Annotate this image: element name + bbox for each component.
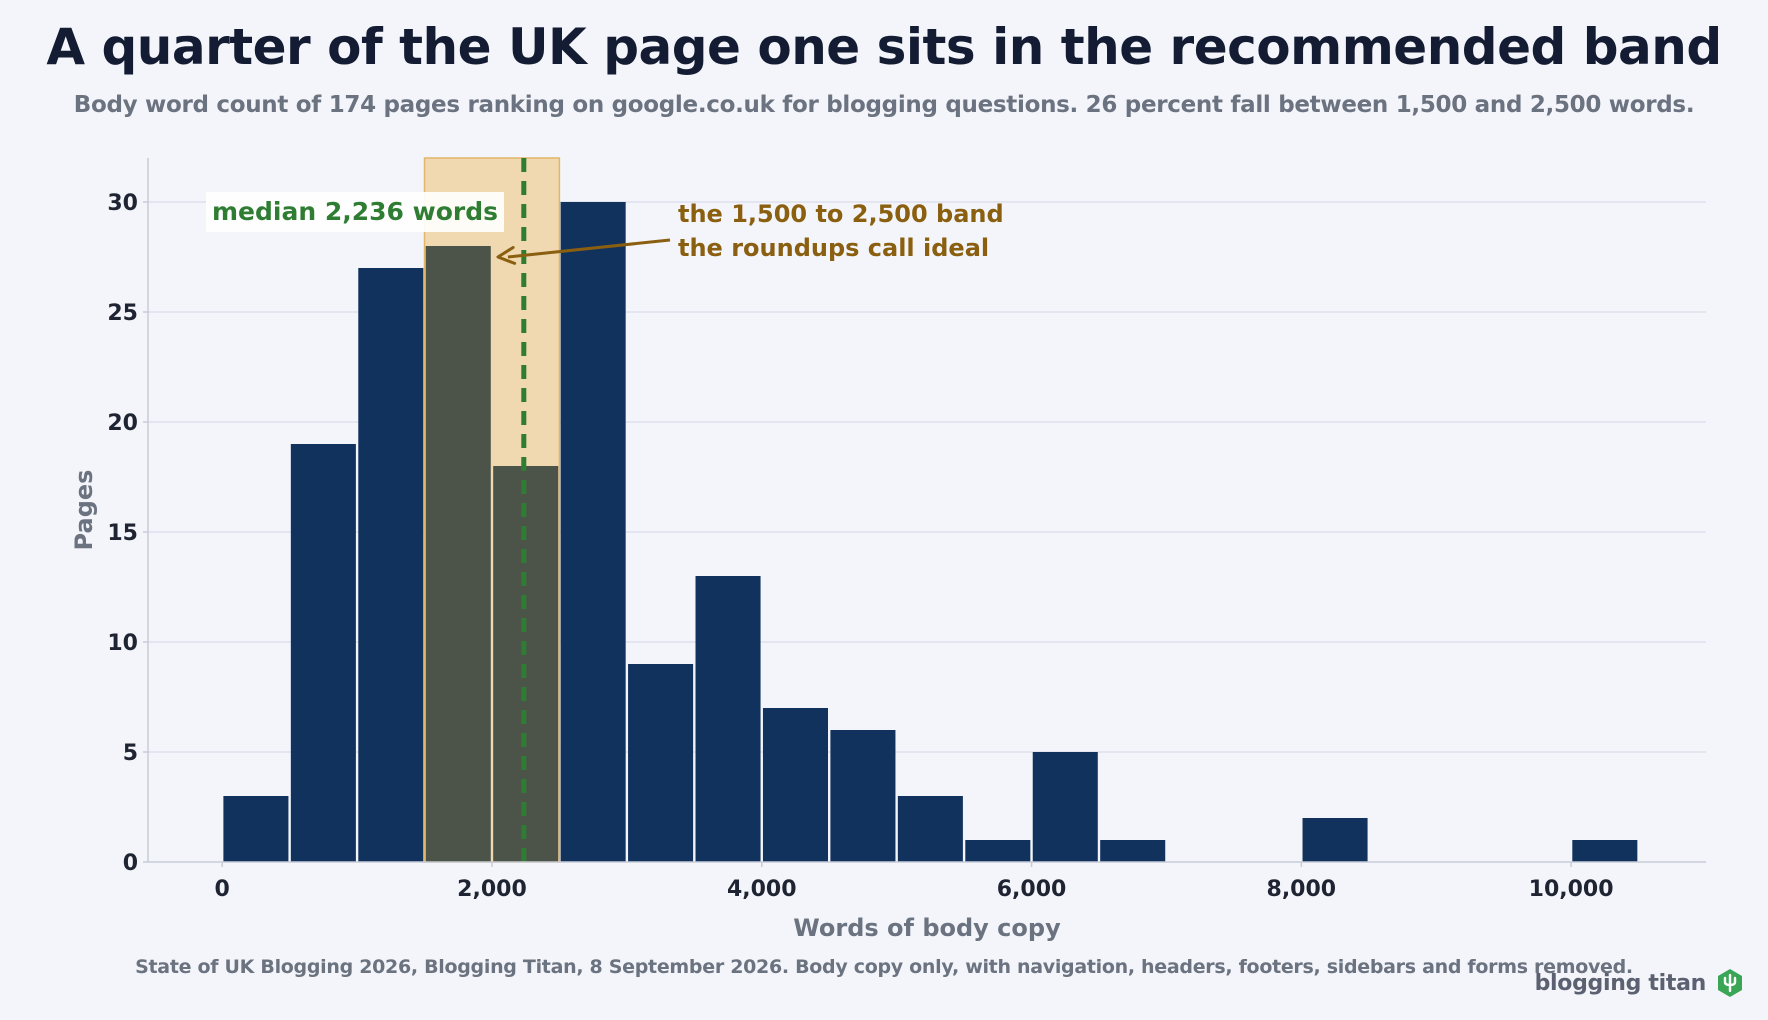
x-tick-label: 2,000 — [457, 877, 527, 902]
bar-3000-3500 — [628, 664, 694, 862]
bar-10000-10500 — [1572, 840, 1638, 862]
x-tick-label: 0 — [215, 877, 230, 902]
x-tick-label: 4,000 — [727, 877, 797, 902]
bar-3500-4000 — [695, 576, 761, 862]
source-note: State of UK Blogging 2026, Blogging Tita… — [135, 956, 1633, 978]
x-tick-label: 8,000 — [1267, 877, 1337, 902]
band-annotation-line: the 1,500 to 2,500 band — [678, 200, 1004, 228]
x-tick-label: 10,000 — [1529, 877, 1614, 902]
band-annotation-line: the roundups call ideal — [678, 234, 989, 262]
bar-5500-6000 — [965, 840, 1031, 862]
annotations: median 2,236 words the 1,500 to 2,500 ban… — [206, 192, 1004, 265]
bar-1000-1500 — [358, 268, 424, 862]
axes: 0 5 10 15 20 25 30 0 2,000 4,000 6,000 8,000 10,000 W… — [70, 158, 1706, 942]
median-label-bg — [206, 192, 504, 232]
annotation-arrow-shaft — [507, 238, 671, 259]
x-tick-label: 6,000 — [997, 877, 1067, 902]
brand-name: blogging titan — [1534, 970, 1707, 996]
page-title: A quarter of the UK page one sits in the… — [46, 18, 1722, 76]
y-tick-label: 25 — [107, 301, 138, 326]
trident-icon — [1718, 969, 1742, 997]
bar-1500-2000 — [425, 246, 491, 862]
y-axis-title: Pages — [70, 470, 98, 551]
y-tick-label: 30 — [107, 191, 138, 216]
brand: blogging titan — [1535, 968, 1744, 998]
bar-8000-8500 — [1302, 818, 1368, 862]
bar-5000-5500 — [897, 796, 963, 862]
median-label: median 2,236 words — [212, 197, 498, 226]
bar-6000-6500 — [1032, 752, 1098, 862]
y-tick-label: 15 — [107, 521, 138, 546]
y-tick-label: 20 — [107, 411, 138, 436]
y-tick-label: 5 — [123, 741, 138, 766]
bar-500-1000 — [290, 444, 356, 862]
page-subtitle: Body word count of 174 pages ranking on … — [73, 92, 1695, 118]
bar-6500-7000 — [1100, 840, 1166, 862]
bar-2500-3000 — [560, 202, 626, 862]
bar-4000-4500 — [762, 708, 829, 862]
y-tick-label: 10 — [107, 631, 138, 656]
bar-0-500 — [223, 796, 289, 862]
bars — [223, 202, 1638, 862]
x-axis-title: Words of body copy — [793, 914, 1061, 942]
annotation-arrow-head — [496, 245, 517, 265]
bar-4500-5000 — [830, 730, 896, 862]
y-tick-label: 0 — [123, 851, 138, 876]
